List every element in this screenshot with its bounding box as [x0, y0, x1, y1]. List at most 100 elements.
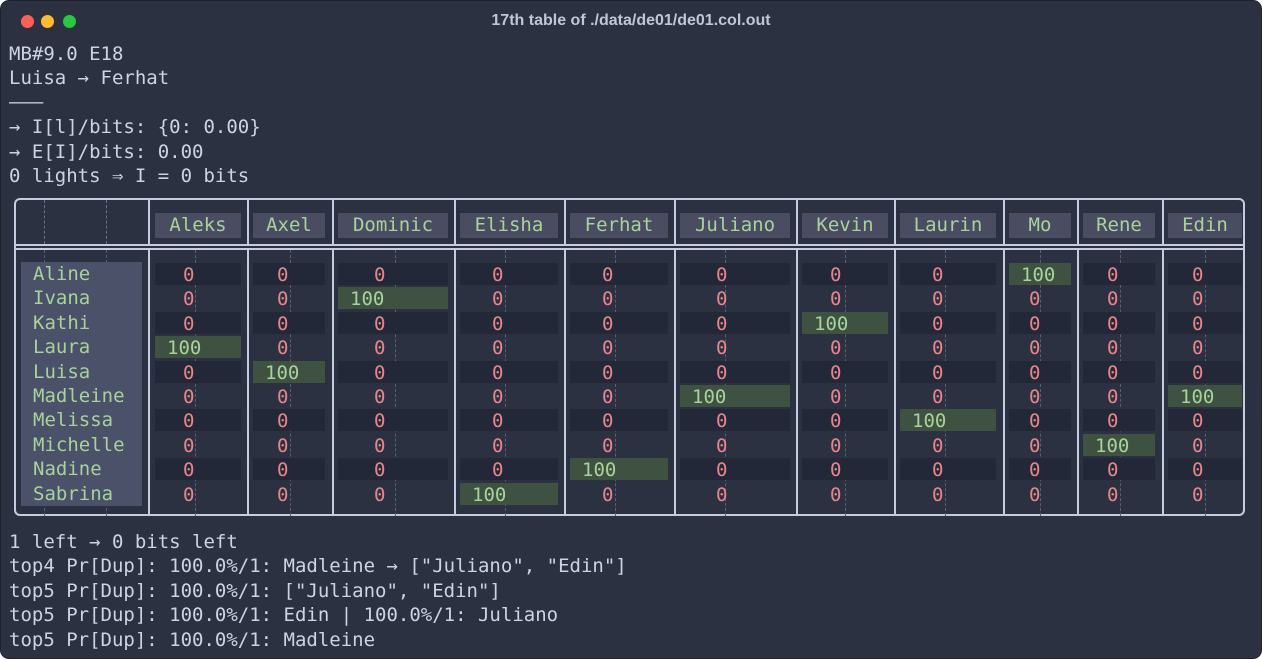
- table-cell: 100: [338, 287, 448, 310]
- table-cell: 100: [680, 385, 790, 408]
- table-cell: 0: [900, 263, 996, 286]
- table-cell: 0: [277, 386, 289, 408]
- table-cell: 0: [1083, 458, 1155, 481]
- table-cell: 0: [1192, 434, 1204, 457]
- maximize-button[interactable]: [63, 15, 76, 28]
- table-cell: 0: [155, 360, 241, 384]
- column-header-mo: Mo: [1009, 213, 1071, 238]
- table-cell: 0: [460, 311, 558, 335]
- column-separator-3: [454, 250, 456, 516]
- row-label-nadine: Nadine: [33, 458, 102, 481]
- row-label-luisa: Luisa: [33, 360, 91, 383]
- row-label-michelle: Michelle: [33, 433, 125, 456]
- table-cell: 0: [716, 288, 728, 311]
- row-label-laura: Laura: [33, 336, 91, 359]
- row-label-sabrina: Sabrina: [33, 482, 114, 505]
- table-cell: 0: [253, 409, 325, 432]
- body-guide-9: [945, 250, 946, 516]
- column-separator-head-7: [894, 200, 896, 244]
- table-cell: 0: [900, 458, 996, 481]
- row-label-ivana: Ivana: [33, 287, 91, 310]
- table-cell: 0: [374, 483, 386, 506]
- column-separator-head-1: [247, 200, 249, 244]
- table-cell: 0: [570, 360, 668, 384]
- table-cell: 0: [1192, 337, 1204, 360]
- table-cell: 0: [830, 386, 842, 408]
- table-frame: [14, 198, 1245, 516]
- table-cell: 0: [1107, 386, 1119, 408]
- table-cell: 0: [602, 483, 614, 506]
- table-cell: 0: [716, 337, 728, 360]
- minimize-button[interactable]: [41, 15, 54, 28]
- table-cell: 0: [680, 263, 790, 286]
- table-cell: 0: [338, 409, 448, 432]
- header-separator-top: [16, 244, 1245, 246]
- table-cell: 0: [1009, 360, 1071, 384]
- header-guide-1: [106, 200, 107, 244]
- column-separator-0: [148, 250, 150, 516]
- table-cell: 0: [492, 337, 504, 360]
- body-guide-12: [1205, 250, 1206, 516]
- body-guide-2: [195, 250, 196, 516]
- table-cell: 0: [680, 409, 790, 432]
- table-cell: 0: [932, 288, 944, 311]
- table-cell: 0: [602, 386, 614, 408]
- table-cell: 0: [1168, 409, 1242, 432]
- table-cell: 0: [183, 434, 195, 457]
- table-cell: 0: [338, 311, 448, 335]
- table-cell: 0: [602, 288, 614, 311]
- table-cell: 0: [1029, 288, 1041, 311]
- body-guide-8: [845, 250, 846, 516]
- table-cell: 0: [716, 483, 728, 506]
- table-cell: 0: [492, 434, 504, 457]
- table-cell: 100: [253, 360, 325, 384]
- table-cell: 0: [680, 458, 790, 481]
- close-button[interactable]: [21, 15, 34, 28]
- column-separator-head-8: [1003, 200, 1005, 244]
- table-cell: 0: [1029, 434, 1041, 457]
- table-cell: 0: [155, 311, 241, 335]
- table-cell: 0: [932, 337, 944, 360]
- table-cell: 0: [374, 337, 386, 360]
- body-guide-6: [615, 250, 616, 516]
- table-cell: 0: [277, 337, 289, 360]
- body-guide-4: [395, 250, 396, 516]
- column-separator-head-0: [148, 200, 150, 244]
- table-cell: 100: [802, 311, 888, 335]
- column-separator-6: [796, 250, 798, 516]
- table-cell: 0: [277, 434, 289, 457]
- table-cell: 0: [1107, 483, 1119, 506]
- column-header-ferhat: Ferhat: [570, 213, 668, 238]
- table-cell: 0: [1029, 483, 1041, 506]
- footer-line-3: top5 Pr[Dup]: 100.0%/1: ["Juliano", "Edi…: [9, 580, 501, 602]
- table-cell: 0: [1168, 263, 1242, 286]
- row-label-kathi: Kathi: [33, 311, 91, 334]
- footer-line-2: top4 Pr[Dup]: 100.0%/1: Madleine → ["Jul…: [9, 555, 627, 577]
- table-cell: 0: [183, 483, 195, 506]
- footer-line-5: top5 Pr[Dup]: 100.0%/1: Madleine: [9, 629, 376, 651]
- table-cell: 0: [1083, 360, 1155, 384]
- column-header-kevin: Kevin: [802, 213, 888, 238]
- table-cell: 0: [830, 337, 842, 360]
- column-separator-1: [247, 250, 249, 516]
- table-cell: 0: [570, 311, 668, 335]
- column-header-laurin: Laurin: [900, 213, 996, 238]
- table-cell: 0: [1009, 409, 1071, 432]
- table-cell: 100: [1083, 433, 1155, 457]
- table-cell: 0: [338, 360, 448, 384]
- header-line-5: → E[I]/bits: 0.00: [9, 141, 204, 163]
- table-cell: 0: [492, 386, 504, 408]
- table-cell: 0: [253, 458, 325, 481]
- table-cell: 0: [716, 434, 728, 457]
- table-cell: 0: [1168, 360, 1242, 384]
- header-line-2: Luisa → Ferhat: [9, 67, 170, 89]
- table-cell: 0: [1029, 337, 1041, 360]
- table-cell: 0: [1083, 263, 1155, 286]
- body-guide-5: [505, 250, 506, 516]
- column-separator-10: [1162, 250, 1164, 516]
- table-cell: 0: [680, 360, 790, 384]
- table-cell: 0: [492, 288, 504, 311]
- column-separator-7: [894, 250, 896, 516]
- column-separator-head-2: [332, 200, 334, 244]
- table-cell: 0: [602, 434, 614, 457]
